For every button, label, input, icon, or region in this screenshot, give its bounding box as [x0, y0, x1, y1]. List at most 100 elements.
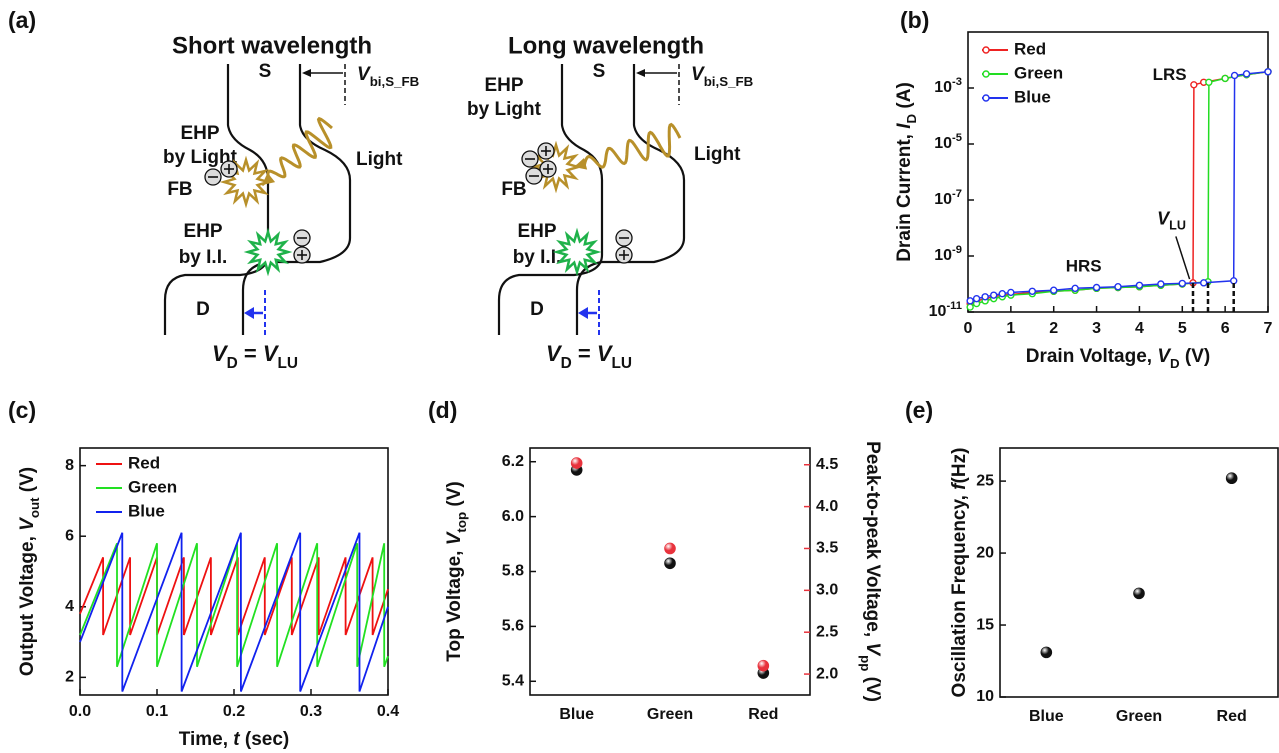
- series-line: [969, 71, 1269, 305]
- text-part: V: [17, 517, 38, 531]
- y-axis-title: Drain Current, ID (A): [894, 82, 919, 262]
- legend-label: Blue: [1014, 87, 1051, 106]
- diagram-title: Short wavelength: [172, 32, 372, 59]
- tick-exponent: -9: [952, 244, 962, 256]
- x-tick-label: 0.3: [300, 703, 322, 720]
- y2-tick-label: 2.5: [816, 623, 838, 640]
- data-point: [1071, 284, 1079, 293]
- tick-exponent: -5: [952, 132, 962, 144]
- x-axis-title: Time, t (sec): [179, 729, 290, 750]
- text-part: bi,S_FB: [370, 74, 420, 89]
- tick-exponent: -11: [946, 300, 962, 312]
- legend-marker: [982, 70, 990, 78]
- legend-marker: [982, 46, 990, 54]
- data-point: [1264, 68, 1272, 76]
- data-point: [1135, 281, 1144, 289]
- data-point: [1092, 283, 1101, 292]
- data-point: [1133, 587, 1145, 600]
- tick-base: 10: [934, 135, 952, 152]
- legend-marker: [982, 94, 990, 102]
- text-part: V: [691, 64, 705, 85]
- legend-label: Red: [1014, 39, 1046, 58]
- text-part: LU: [278, 355, 299, 372]
- text-part: (V): [862, 671, 883, 702]
- ehp-light-label: by Light: [163, 147, 238, 168]
- valence-band: [575, 64, 686, 335]
- valence-band: [241, 64, 352, 335]
- x-tick-label: 4: [1135, 320, 1144, 337]
- y2-tick-label: 2.0: [816, 665, 838, 682]
- text-part: (Hz): [949, 448, 970, 484]
- annotation-arrow: [1175, 236, 1191, 280]
- x-tick-label: Blue: [1029, 708, 1064, 725]
- text-part: V: [597, 341, 614, 366]
- panel-label: (a): [8, 7, 36, 33]
- data-point: [1028, 287, 1036, 295]
- y-tick-label: 20: [976, 544, 994, 561]
- x-tick-label: Red: [1217, 708, 1247, 725]
- data-point: [1114, 283, 1122, 291]
- y-tick-label: 6: [65, 527, 74, 544]
- data-point: [664, 557, 676, 570]
- data-point: [1157, 280, 1165, 288]
- data-point: [570, 457, 583, 469]
- text-part: V: [546, 341, 563, 366]
- data-point: [1242, 70, 1251, 78]
- x-tick-label: 5: [1178, 320, 1187, 337]
- tick-base: 10: [929, 303, 947, 320]
- data-point: [966, 303, 974, 311]
- diagram-title: Long wavelength: [508, 32, 704, 59]
- bias-arrowhead: [244, 307, 254, 319]
- y-tick-label: 10-7: [934, 188, 962, 208]
- x-tick-label: Red: [748, 706, 778, 723]
- light-wave: [573, 122, 682, 169]
- annotation: VLU: [1157, 208, 1186, 233]
- text-part: D: [561, 355, 572, 372]
- text-part: V: [212, 341, 229, 366]
- text-part: f: [949, 482, 970, 490]
- y-tick-label: 5.6: [502, 618, 524, 635]
- data-point: [1230, 71, 1239, 80]
- legend-label: Green: [128, 477, 177, 496]
- x-tick-label: 7: [1264, 320, 1273, 337]
- series-line: [969, 71, 1269, 308]
- text-part: LU: [612, 355, 633, 372]
- text-part: V: [444, 531, 465, 545]
- ehp-star: [219, 155, 273, 209]
- y-tick-label: 8: [65, 457, 74, 474]
- text-part: (V): [17, 467, 38, 498]
- data-point: [1225, 472, 1238, 485]
- y-tick-label: 5.8: [502, 563, 524, 580]
- data-point: [1230, 277, 1238, 285]
- text-part: Time,: [179, 729, 234, 750]
- text-part: Drain Voltage,: [1026, 346, 1158, 367]
- annotation: LRS: [1153, 65, 1187, 84]
- data-point: [998, 290, 1006, 298]
- text-part: pp: [858, 655, 873, 671]
- body-label: FB: [501, 179, 526, 200]
- tick-exponent: -7: [952, 188, 962, 200]
- drain-label: D: [196, 299, 210, 320]
- text-part: bi,S_FB: [704, 74, 754, 89]
- ehp-ii-label: by I.I.: [513, 247, 562, 268]
- text-part: V: [1157, 346, 1171, 367]
- legend-label: Green: [1014, 63, 1063, 82]
- text-part: t: [233, 729, 240, 750]
- x-tick-label: Blue: [559, 706, 594, 723]
- conduction-band: [497, 64, 604, 335]
- drain-label: D: [530, 299, 544, 320]
- plot-frame: [79, 447, 389, 696]
- text-part: (sec): [240, 729, 290, 750]
- series-line: [79, 557, 389, 636]
- tick-base: 10: [934, 79, 952, 96]
- text-part: =: [238, 341, 263, 366]
- text-part: =: [572, 341, 597, 366]
- body-label: FB: [167, 179, 192, 200]
- plot-frame: [967, 31, 1269, 313]
- barrier-arrowhead: [636, 69, 645, 77]
- y-axis-title: Top Voltage, Vtop (V): [444, 481, 469, 661]
- text-part: LU: [1169, 219, 1186, 233]
- y2-tick-label: 3.0: [816, 582, 838, 599]
- tick-base: 10: [934, 191, 952, 208]
